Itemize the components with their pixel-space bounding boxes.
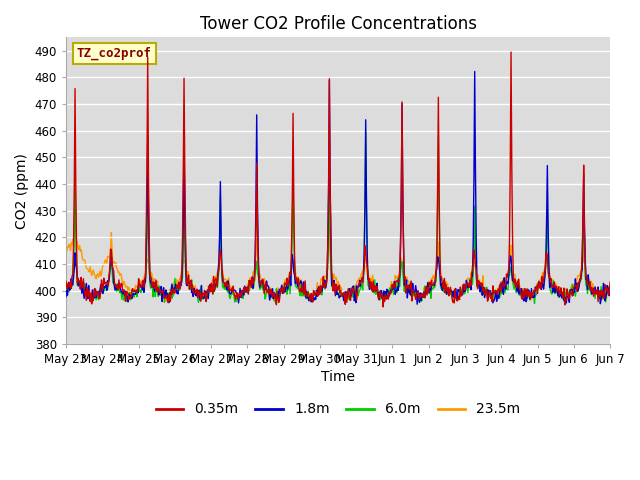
- Text: TZ_co2prof: TZ_co2prof: [77, 47, 152, 60]
- Legend: 0.35m, 1.8m, 6.0m, 23.5m: 0.35m, 1.8m, 6.0m, 23.5m: [150, 397, 526, 422]
- Y-axis label: CO2 (ppm): CO2 (ppm): [15, 153, 29, 228]
- Title: Tower CO2 Profile Concentrations: Tower CO2 Profile Concentrations: [200, 15, 477, 33]
- X-axis label: Time: Time: [321, 370, 355, 384]
